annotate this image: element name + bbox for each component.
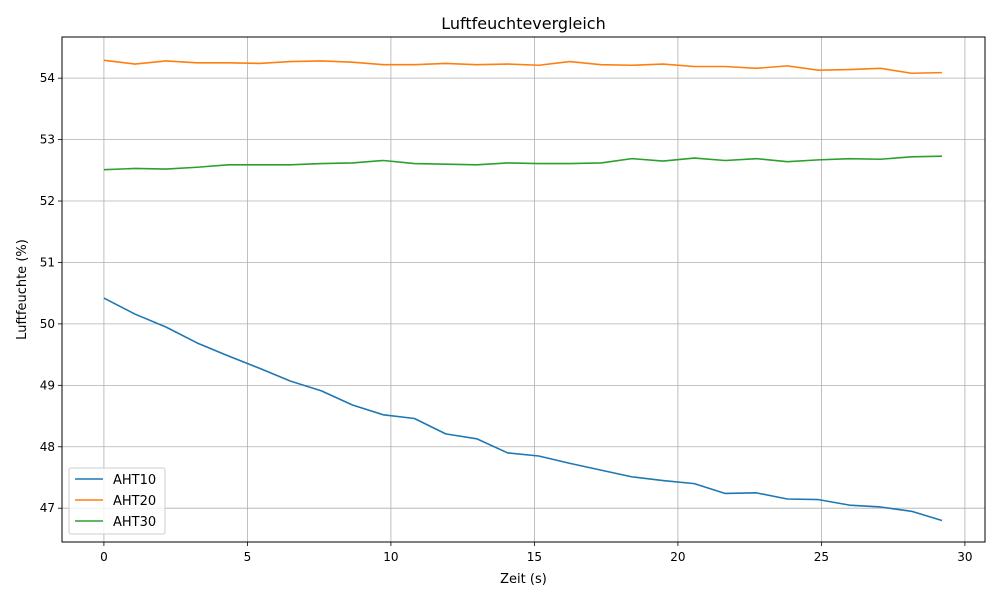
- y-tick-label: 49: [40, 378, 55, 392]
- x-axis-label: Zeit (s): [500, 572, 547, 587]
- y-tick-label: 54: [40, 71, 55, 85]
- y-tick-label: 47: [40, 501, 55, 515]
- y-tick-label: 52: [40, 194, 55, 208]
- y-tick-label: 48: [40, 440, 55, 454]
- y-tick-label: 51: [40, 255, 55, 269]
- series-line-aht10: [103, 297, 943, 522]
- axis-ticks: 0 5 10 15 20 25 30 47 48 49 50 51 52 53 54: [40, 71, 973, 564]
- series-lines: [103, 59, 943, 522]
- chart-title: Luftfeuchtevergleich: [441, 14, 606, 33]
- legend-label-aht20: AHT20: [113, 494, 156, 509]
- plot-area-frame: [61, 36, 986, 543]
- x-tick-label: 10: [383, 550, 398, 564]
- x-tick-label: 30: [957, 550, 972, 564]
- x-tick-label: 5: [244, 550, 252, 564]
- x-tick-label: 0: [100, 550, 108, 564]
- legend-label-aht30: AHT30: [113, 515, 156, 530]
- legend-label-aht10: AHT10: [113, 473, 156, 488]
- grid: [62, 37, 985, 542]
- y-axis-label: Luftfeuchte (%): [15, 239, 30, 340]
- series-line-aht30: [103, 155, 942, 171]
- x-tick-label: 15: [527, 550, 542, 564]
- legend-box: [68, 467, 166, 535]
- y-tick-label: 50: [40, 317, 55, 331]
- y-tick-label: 53: [40, 133, 55, 147]
- x-tick-label: 25: [814, 550, 829, 564]
- series-line-aht20: [103, 59, 942, 75]
- x-tick-label: 20: [670, 550, 685, 564]
- legend: AHT10 AHT20 AHT30: [68, 467, 166, 535]
